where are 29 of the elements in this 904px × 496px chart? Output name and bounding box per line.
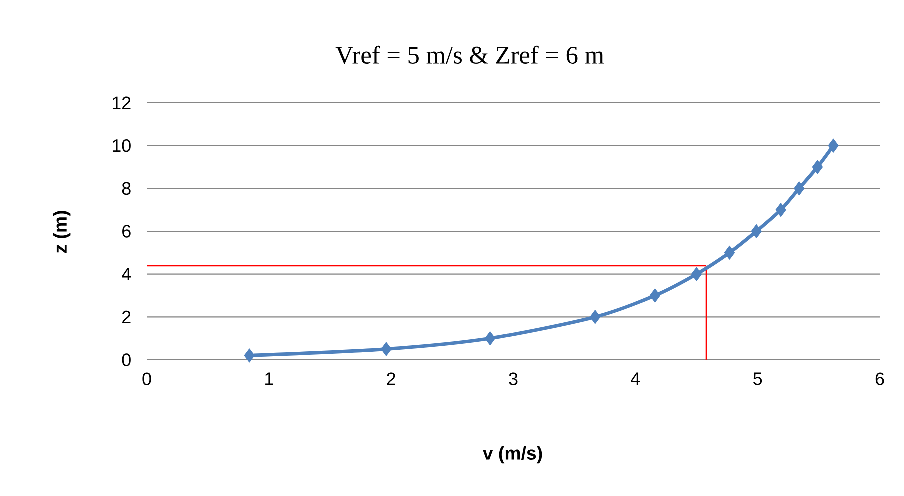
point (590, 310, 601, 324)
y-tick-label: 0 (122, 354, 131, 366)
x-tick-label: 1 (266, 372, 274, 386)
y-tick-label: 4 (122, 268, 132, 281)
y-axis-title: z (m) (53, 211, 71, 254)
x-tick-label: 3 (509, 372, 518, 386)
x-tick-label: 0 (142, 372, 152, 386)
point (776, 203, 786, 218)
x-axis-title: v (m/s) (482, 446, 542, 464)
x-tick-label: 4 (631, 372, 640, 386)
x-tick-label: 2 (387, 372, 396, 386)
y-tick-label: 6 (122, 225, 131, 238)
point (381, 342, 392, 356)
x-tick-label: 6 (876, 372, 884, 386)
y-tick-label: 12 (112, 96, 131, 110)
point (650, 288, 661, 303)
y-tick-label: 10 (112, 139, 131, 152)
point (751, 224, 762, 238)
point (794, 182, 805, 196)
point (244, 348, 255, 363)
point (724, 246, 736, 260)
point (828, 138, 839, 153)
x-tick-label: 5 (754, 372, 762, 386)
chart-title: Vref = 5 m/s & Zref = 6 m (336, 46, 604, 64)
point (484, 332, 496, 346)
point (812, 160, 824, 174)
y-tick-label: 2 (122, 310, 131, 324)
y-tick-label: 8 (122, 182, 131, 196)
point (691, 267, 702, 282)
